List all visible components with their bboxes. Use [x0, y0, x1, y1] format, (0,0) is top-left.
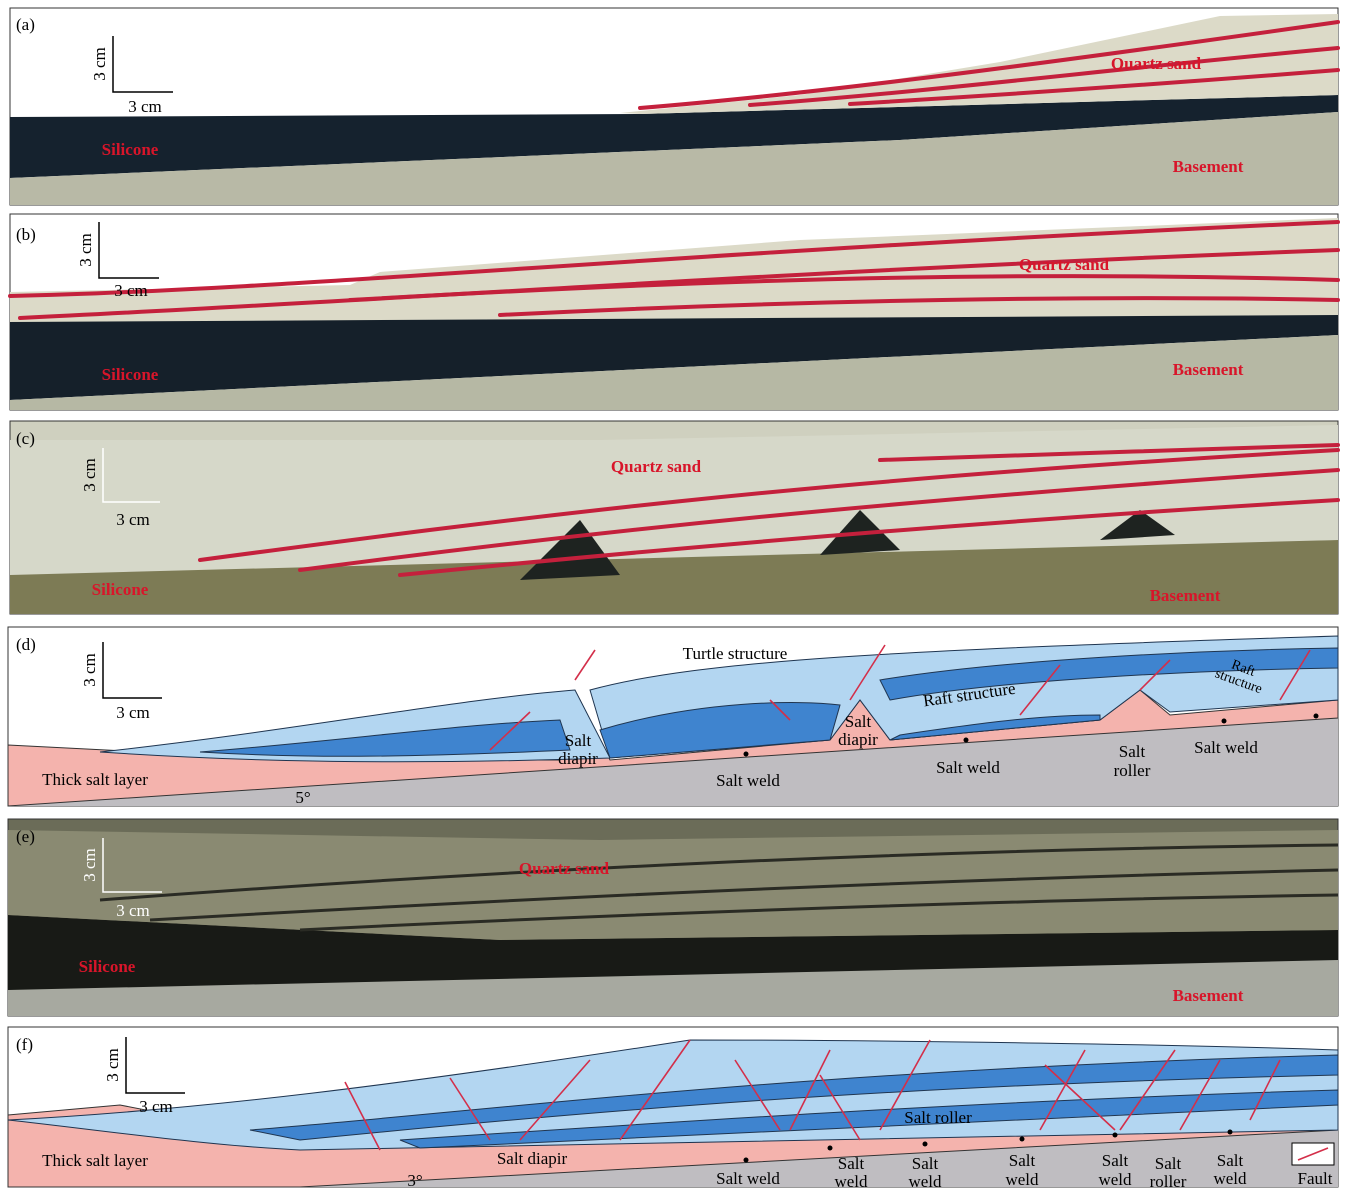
sand	[8, 830, 1338, 940]
annotation: Salt roller	[904, 1108, 972, 1127]
annotation: Salt	[1009, 1151, 1036, 1170]
scale-label: 3 cm	[114, 281, 148, 300]
annotation: Salt	[838, 1154, 865, 1173]
annotation: Silicone	[79, 957, 136, 976]
annotation: Basement	[1150, 586, 1221, 605]
panel-b: (b) 3 cm 3 cm Quartz sand Silicone Basem…	[10, 214, 1338, 410]
scale-label: 3 cm	[116, 703, 150, 722]
annotation: roller	[1114, 761, 1151, 780]
panel-label: (e)	[16, 827, 35, 846]
panel-c: (c) 3 cm 3 cm Quartz sand Silicone Basem…	[10, 421, 1338, 614]
annotation: Salt	[1102, 1151, 1129, 1170]
annotation: weld	[834, 1172, 868, 1189]
scale-label: 3 cm	[76, 233, 95, 267]
scale-label: 3 cm	[80, 653, 99, 687]
annotation: Thick salt layer	[42, 1151, 148, 1170]
annotation: Quartz sand	[519, 859, 610, 878]
annotation: roller	[1150, 1172, 1187, 1189]
annotation: weld	[1213, 1169, 1247, 1188]
annotation: Salt diapir	[497, 1149, 568, 1168]
annotation: Salt	[1155, 1154, 1182, 1173]
annotation: Quartz sand	[1111, 54, 1202, 73]
annotation: Quartz sand	[1019, 255, 1110, 274]
scale-label: 3 cm	[139, 1097, 173, 1116]
legend-label: Fault	[1298, 1169, 1333, 1188]
panel-d: (d) 3 cm 3 cm Turtle structure Raft stru…	[8, 627, 1338, 807]
annotation: weld	[1005, 1170, 1039, 1189]
annotation: Salt weld	[936, 758, 1000, 777]
annotation: Basement	[1173, 360, 1244, 379]
panel-label: (f)	[16, 1035, 33, 1054]
scale-label: 3 cm	[128, 97, 162, 116]
annotation: weld	[1098, 1170, 1132, 1189]
annotation: diapir	[558, 749, 598, 768]
panel-label: (c)	[16, 429, 35, 448]
annotation: Salt	[912, 1154, 939, 1173]
scale-label: 3 cm	[80, 458, 99, 492]
figure: (a) 3 cm 3 cm Quartz sand Silicone Basem…	[0, 0, 1345, 1189]
scale-label: 3 cm	[90, 47, 109, 81]
panel-label: (a)	[16, 15, 35, 34]
scale-label: 3 cm	[103, 1048, 122, 1082]
scale-label: 3 cm	[116, 901, 150, 920]
annotation: Basement	[1173, 986, 1244, 1005]
annotation: Quartz sand	[611, 457, 702, 476]
annotation: Salt	[565, 731, 592, 750]
annotation: Silicone	[102, 365, 159, 384]
annotation: Salt weld	[1194, 738, 1258, 757]
annotation: Salt weld	[716, 771, 780, 790]
annotation: 5°	[295, 788, 310, 807]
annotation: Basement	[1173, 157, 1244, 176]
annotation: Thick salt layer	[42, 770, 148, 789]
panel-a: (a) 3 cm 3 cm Quartz sand Silicone Basem…	[10, 8, 1338, 205]
annotation: Salt weld	[716, 1169, 780, 1188]
annotation: Silicone	[102, 140, 159, 159]
annotation: 3°	[407, 1171, 422, 1189]
annotation: Turtle structure	[683, 644, 788, 663]
panel-label: (b)	[16, 225, 36, 244]
annotation: Salt	[1119, 742, 1146, 761]
scale-label: 3 cm	[80, 848, 99, 882]
annotation: diapir	[838, 730, 878, 749]
panel-e: (e) 3 cm 3 cm Quartz sand Silicone Basem…	[8, 819, 1338, 1016]
annotation: Silicone	[92, 580, 149, 599]
scale-label: 3 cm	[116, 510, 150, 529]
annotation: weld	[908, 1172, 942, 1189]
annotation: Salt	[1217, 1151, 1244, 1170]
panel-f: (f) 3 cm 3 cm Salt diapir Salt roller Sa…	[8, 1027, 1338, 1189]
annotation: Salt	[845, 712, 872, 731]
panel-label: (d)	[16, 635, 36, 654]
